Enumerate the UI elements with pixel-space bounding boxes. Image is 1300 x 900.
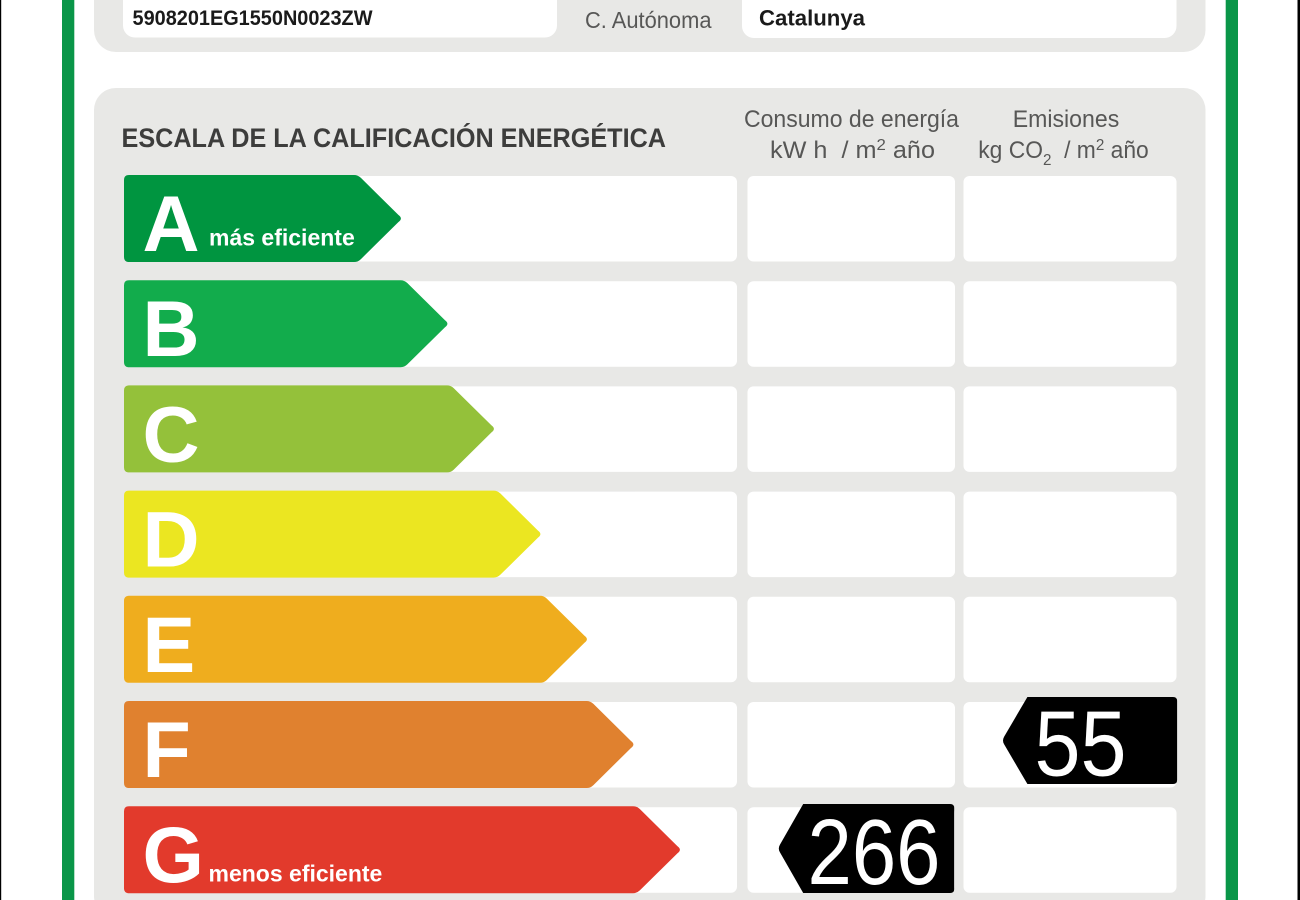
svg-text:E: E bbox=[143, 600, 196, 689]
svg-text:kW h / m2 año: kW h / m2 año bbox=[770, 137, 935, 164]
svg-text:F: F bbox=[143, 705, 191, 794]
svg-text:C. Autónoma: C. Autónoma bbox=[585, 7, 712, 33]
svg-text:kg CO2 / m2 año: kg CO2 / m2 año bbox=[978, 137, 1149, 169]
svg-text:D: D bbox=[143, 495, 200, 584]
svg-text:G: G bbox=[143, 810, 204, 899]
svg-text:ESCALA DE LA CALIFICACIÓN ENER: ESCALA DE LA CALIFICACIÓN ENERGÉTICA bbox=[122, 122, 667, 153]
svg-text:A: A bbox=[143, 179, 200, 268]
svg-text:Catalunya: Catalunya bbox=[759, 6, 866, 31]
svg-text:5908201EG1550N0023ZW: 5908201EG1550N0023ZW bbox=[133, 6, 374, 30]
svg-text:Consumo de energía: Consumo de energía bbox=[744, 106, 960, 133]
svg-text:más eficiente: más eficiente bbox=[209, 225, 355, 251]
svg-text:B: B bbox=[143, 284, 200, 373]
svg-text:266: 266 bbox=[808, 800, 941, 900]
svg-text:menos eficiente: menos eficiente bbox=[209, 861, 383, 887]
svg-text:C: C bbox=[143, 389, 200, 478]
svg-text:55: 55 bbox=[1035, 692, 1127, 796]
svg-text:Emisiones: Emisiones bbox=[1013, 106, 1120, 133]
